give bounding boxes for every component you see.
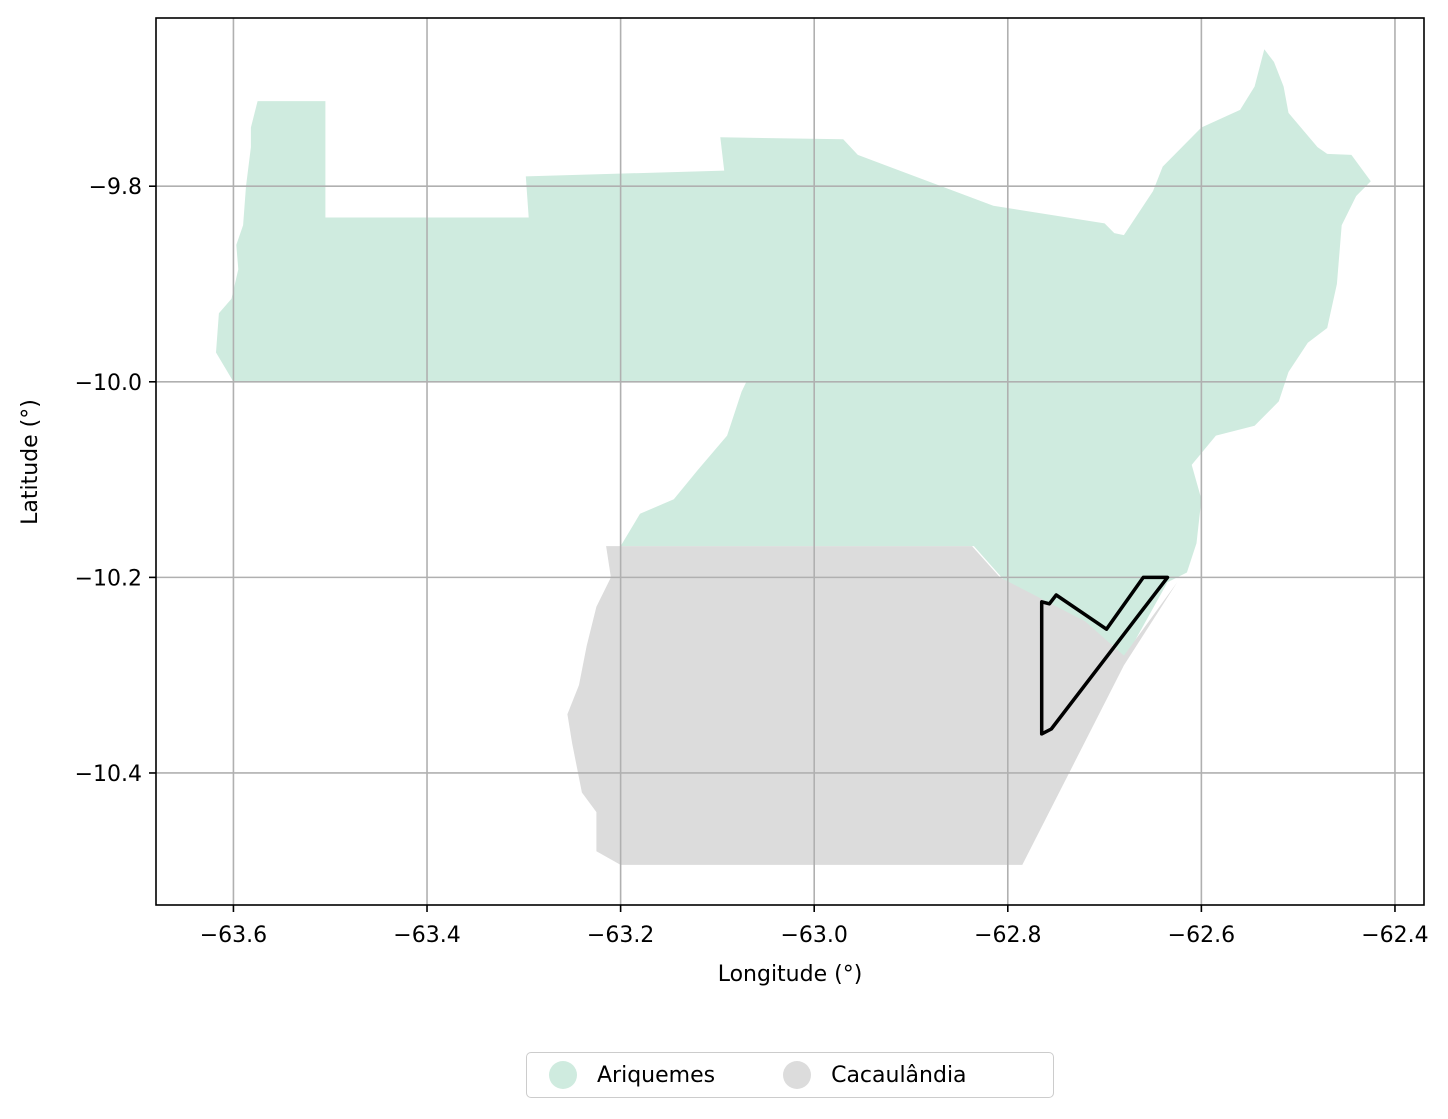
y-axis-ticks: −9.8 −10.0 −10.2 −10.4 <box>75 175 156 787</box>
x-tick-label: −63.4 <box>393 923 460 948</box>
x-tick-label: −62.4 <box>1361 923 1428 948</box>
legend-label-cacaulandia: Cacaulândia <box>831 1062 967 1088</box>
legend-swatch-ariquemes <box>549 1061 577 1089</box>
plot-frame <box>155 17 1425 906</box>
y-tick-label: −10.0 <box>75 371 142 396</box>
y-tick-label: −10.2 <box>75 566 142 591</box>
y-axis-title: Latitude (°) <box>18 399 43 525</box>
x-tick-label: −63.0 <box>780 923 847 948</box>
x-axis-ticks: −63.6 −63.4 −63.2 −63.0 −62.8 −62.6 −62.4 <box>200 905 1429 948</box>
outline-polygon <box>1039 575 1170 736</box>
legend-item-cacaulandia: Cacaulândia <box>783 1061 967 1089</box>
map-regions <box>216 49 1371 865</box>
x-tick-label: −62.6 <box>1168 923 1235 948</box>
x-tick-label: −63.2 <box>587 923 654 948</box>
x-tick-label: −62.8 <box>974 923 1041 948</box>
region-ariquemes <box>216 49 1371 661</box>
legend-label-ariquemes: Ariquemes <box>597 1062 716 1088</box>
region-cacaulandia <box>567 546 1178 865</box>
legend-item-ariquemes: Ariquemes <box>549 1061 715 1089</box>
y-tick-label: −10.4 <box>75 762 142 787</box>
y-tick-label: −9.8 <box>89 175 142 200</box>
legend-swatch-cacaulandia <box>783 1061 812 1089</box>
grid <box>156 18 1424 905</box>
x-tick-label: −63.6 <box>200 923 267 948</box>
outline-overlay <box>1039 575 1170 736</box>
x-axis-title: Longitude (°) <box>718 962 863 987</box>
legend: Ariquemes Cacaulândia <box>526 1052 1054 1098</box>
